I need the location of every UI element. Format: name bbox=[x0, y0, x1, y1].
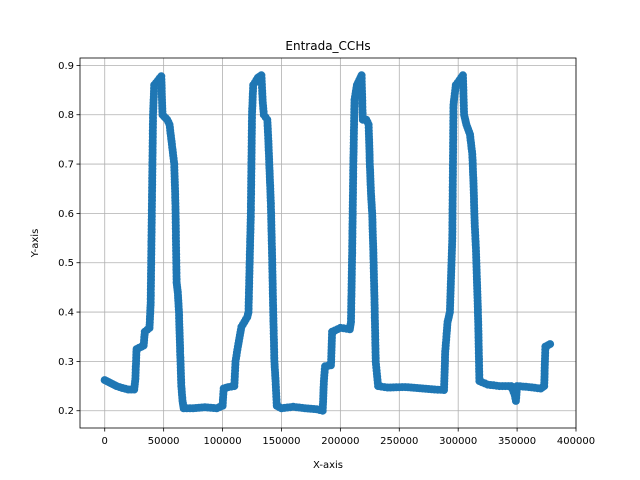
x-tick-label: 200000 bbox=[321, 436, 359, 447]
y-tick-label: 0.5 bbox=[58, 258, 74, 269]
x-tick-label: 100000 bbox=[203, 436, 241, 447]
chart-title: Entrada_CCHs bbox=[285, 39, 370, 53]
x-tick-label: 250000 bbox=[380, 436, 418, 447]
plot-frame bbox=[79, 57, 577, 429]
y-ticks: 0.2 0.3 0.4 0.5 0.6 0.7 0.8 0.9 bbox=[58, 61, 80, 417]
x-tick-label: 400000 bbox=[557, 436, 595, 447]
x-ticks: 0 50000 100000 150000 200000 250000 300000 3500… bbox=[102, 428, 595, 447]
x-axis-label: X-axis bbox=[313, 460, 343, 471]
y-tick-label: 0.9 bbox=[58, 61, 74, 72]
data-point bbox=[546, 340, 555, 349]
x-tick-label: 300000 bbox=[439, 436, 477, 447]
y-tick-label: 0.2 bbox=[58, 406, 74, 417]
x-tick-label: 150000 bbox=[262, 436, 300, 447]
y-tick-label: 0.4 bbox=[58, 308, 74, 319]
y-axis-label: Y-axis bbox=[30, 229, 41, 259]
x-tick-label: 350000 bbox=[498, 436, 536, 447]
y-tick-label: 0.3 bbox=[58, 357, 74, 368]
series-markers bbox=[100, 71, 555, 415]
y-tick-label: 0.7 bbox=[58, 160, 74, 171]
x-tick-label: 0 bbox=[102, 436, 108, 447]
y-tick-label: 0.6 bbox=[58, 209, 74, 220]
x-tick-label: 50000 bbox=[148, 436, 180, 447]
y-tick-label: 0.8 bbox=[58, 110, 74, 121]
